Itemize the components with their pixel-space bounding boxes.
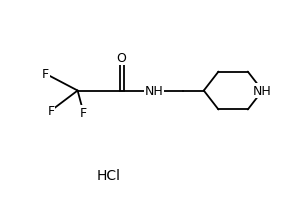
- Text: F: F: [48, 104, 55, 117]
- Text: NH: NH: [253, 85, 272, 98]
- Text: F: F: [80, 106, 87, 119]
- Text: F: F: [42, 68, 49, 81]
- Text: O: O: [117, 52, 126, 65]
- Text: HCl: HCl: [96, 169, 120, 182]
- Text: NH: NH: [144, 85, 163, 98]
